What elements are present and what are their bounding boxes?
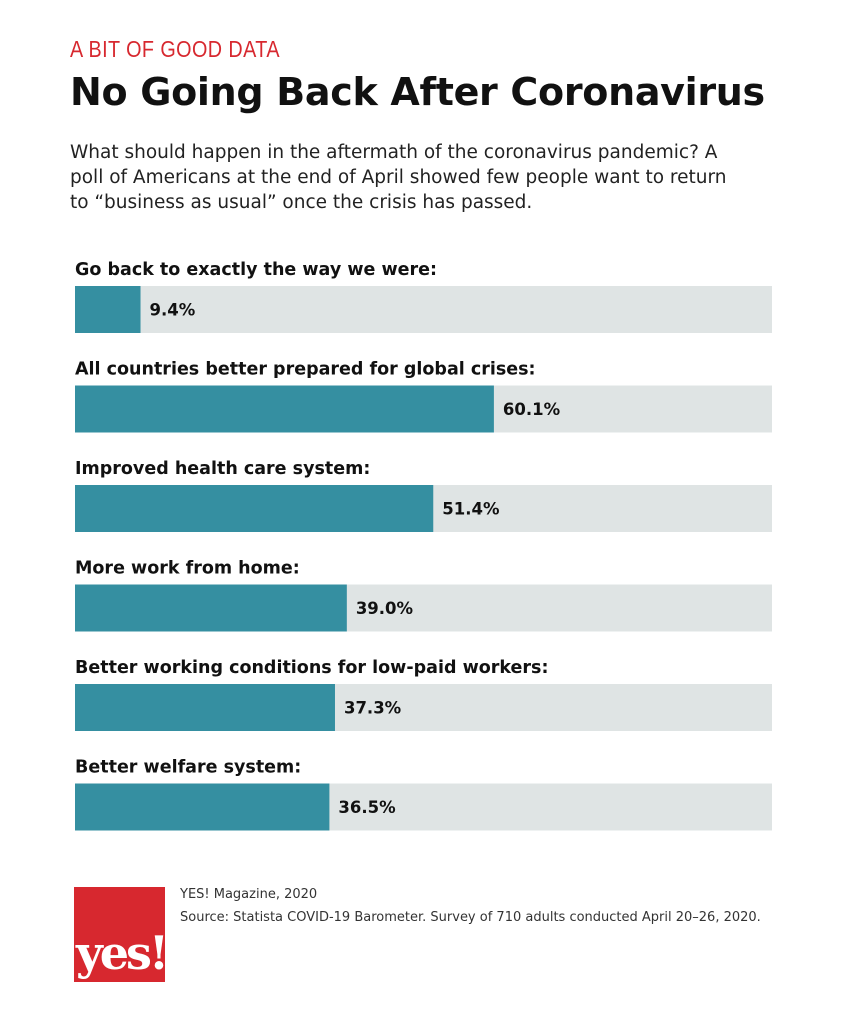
category-label: All countries better prepared for global…: [75, 360, 536, 380]
value-label: 37.3%: [344, 699, 402, 718]
yes-logo: yes!: [74, 887, 165, 982]
value-label: 51.4%: [442, 500, 500, 519]
credit-line: YES! Magazine, 2020: [180, 887, 318, 902]
value-label: 39.0%: [356, 599, 414, 618]
bar: [75, 783, 330, 831]
bar: [75, 485, 434, 532]
category-label: Better welfare system:: [75, 758, 301, 778]
category-label: Improved health care system:: [75, 459, 370, 479]
bar: [75, 584, 347, 632]
bar-chart: Go back to exactly the way we were: 9.4% A…: [75, 260, 772, 831]
value-label: 9.4%: [150, 301, 196, 320]
source-line: Source: Statista COVID-19 Barometer. Sur…: [180, 910, 761, 925]
category-label: Go back to exactly the way we were:: [75, 260, 437, 280]
chart-title: No Going Back After Coronavirus: [70, 70, 765, 114]
value-label: 60.1%: [503, 400, 561, 419]
chart-subtitle: What should happen in the aftermath of t…: [70, 142, 727, 213]
bar: [75, 286, 141, 333]
bar: [75, 385, 494, 433]
kicker: A BIT OF GOOD DATA: [70, 36, 280, 62]
value-label: 36.5%: [338, 798, 396, 817]
category-label: Better working conditions for low-paid w…: [75, 658, 548, 678]
category-label: More work from home:: [75, 559, 300, 579]
logo-wordmark: yes!: [76, 926, 165, 980]
bar-track: [75, 286, 772, 333]
bar: [75, 684, 335, 731]
